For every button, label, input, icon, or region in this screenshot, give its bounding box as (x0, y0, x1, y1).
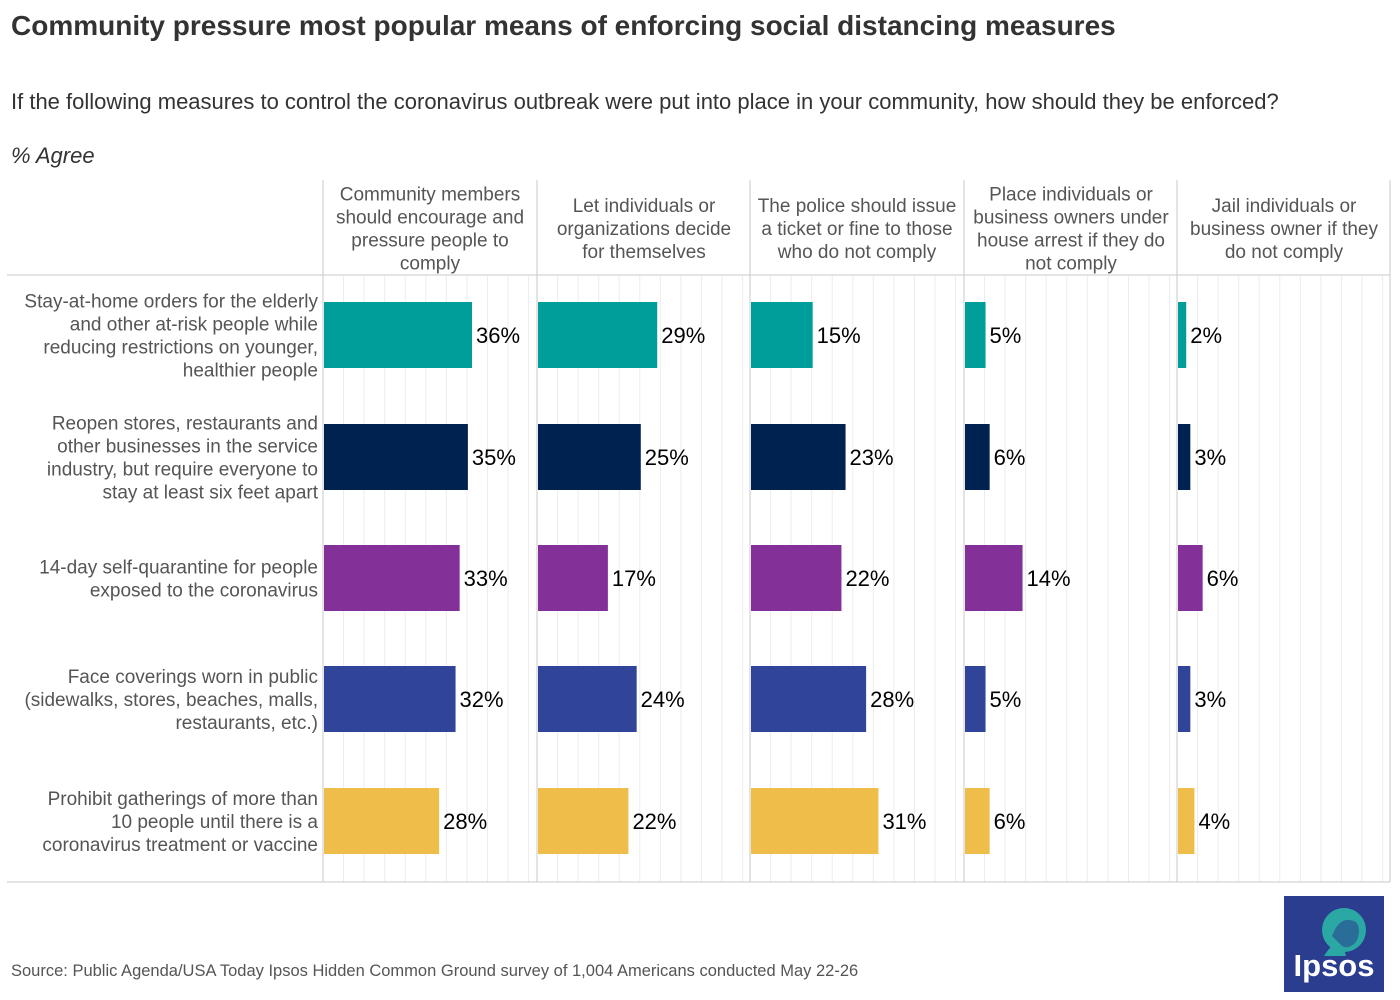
bar (324, 788, 440, 854)
bar (324, 302, 472, 368)
bar (324, 545, 460, 611)
data-label: 35% (472, 445, 516, 470)
data-label: 32% (460, 687, 504, 712)
data-label: 14% (1027, 566, 1071, 591)
bar (751, 666, 867, 732)
bar (751, 545, 842, 611)
category-label: Stay-at-home orders for the elderly and o… (24, 292, 318, 382)
data-label: 3% (1194, 445, 1226, 470)
data-label: 22% (845, 566, 889, 591)
bar (965, 788, 990, 854)
bar (538, 302, 658, 368)
data-label: 3% (1194, 687, 1226, 712)
data-label: 23% (850, 445, 894, 470)
panel-header: Let individuals or organizations decide fo… (557, 196, 731, 263)
bar (538, 545, 608, 611)
bar (751, 788, 879, 854)
panel-header: Place individuals or business owners unde… (973, 185, 1169, 275)
bar (965, 302, 986, 368)
bar (965, 666, 986, 732)
panel-header: Community members should encourage and pre… (336, 185, 524, 275)
bar (1178, 545, 1203, 611)
logo-head-icon (1322, 908, 1366, 956)
bar (1178, 302, 1187, 368)
data-label: 5% (990, 323, 1022, 348)
data-label: 17% (612, 566, 656, 591)
category-label: 14-day self-quarantine for people exposed… (39, 558, 318, 602)
category-label: Face coverings worn in public (sidewalks,… (24, 667, 318, 734)
chart-subtitle: If the following measures to control the… (11, 89, 1279, 114)
ipsos-logo: Ipsos (1284, 896, 1384, 992)
category-label: Prohibit gatherings of more than 10 peopl… (42, 789, 318, 856)
bar (538, 424, 641, 490)
data-label: 15% (817, 323, 861, 348)
data-label: 33% (464, 566, 508, 591)
data-label: 6% (994, 445, 1026, 470)
panel-header: Jail individuals or business owner if the… (1190, 196, 1378, 263)
chart-title: Community pressure most popular means of… (11, 10, 1116, 41)
data-label: 28% (870, 687, 914, 712)
data-label: 31% (882, 809, 926, 834)
data-label: 36% (476, 323, 520, 348)
data-label: 25% (645, 445, 689, 470)
bar (324, 424, 468, 490)
bar (965, 424, 990, 490)
bar (324, 666, 456, 732)
data-label: 4% (1198, 809, 1230, 834)
bar (1178, 424, 1191, 490)
data-label: 6% (994, 809, 1026, 834)
bar (751, 424, 846, 490)
category-label: Reopen stores, restaurants and other busi… (47, 414, 319, 504)
panel-header: The police should issue a ticket or fine … (758, 196, 957, 263)
data-label: 28% (443, 809, 487, 834)
bar (751, 302, 813, 368)
data-label: 22% (632, 809, 676, 834)
data-label: 29% (661, 323, 705, 348)
bar (538, 666, 637, 732)
bar (538, 788, 629, 854)
bar (1178, 788, 1195, 854)
measure-label: % Agree (11, 143, 95, 168)
data-label: 24% (641, 687, 685, 712)
bar (1178, 666, 1191, 732)
data-label: 5% (990, 687, 1022, 712)
bar (965, 545, 1023, 611)
data-label: 2% (1190, 323, 1222, 348)
logo-text: Ipsos (1293, 948, 1375, 983)
data-label: 6% (1207, 566, 1239, 591)
source-note: Source: Public Agenda/USA Today Ipsos Hi… (11, 962, 859, 980)
